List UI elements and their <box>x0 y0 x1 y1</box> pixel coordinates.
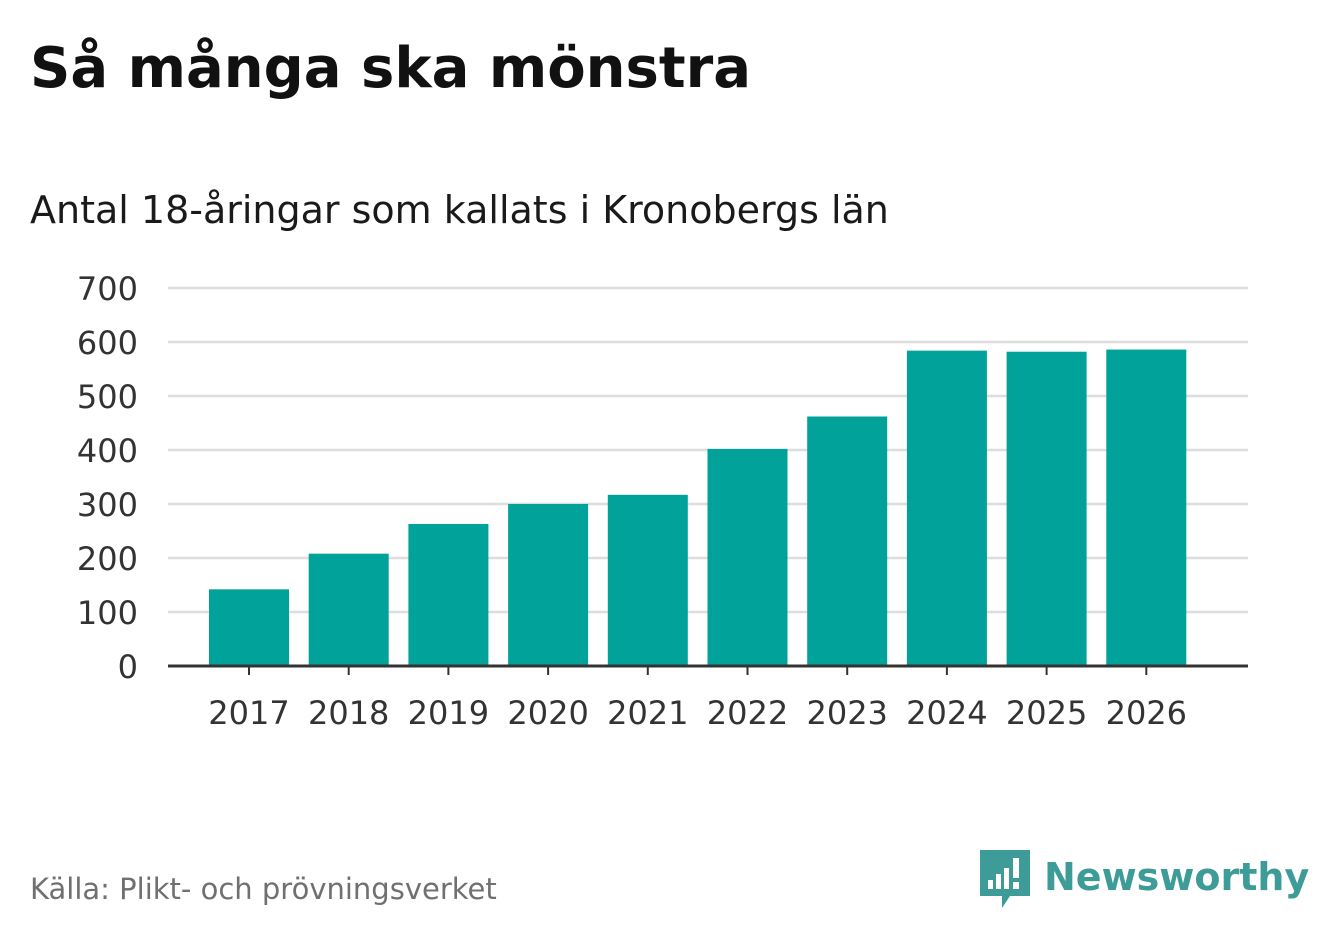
x-tick-label: 2024 <box>906 694 987 732</box>
brand-name: Newsworthy <box>1044 855 1310 899</box>
chart-subtitle: Antal 18-åringar som kallats i Kronoberg… <box>30 188 889 232</box>
bar-2025 <box>1006 351 1087 666</box>
y-axis-tick-labels: 0 100 200 300 400 500 600 700 <box>77 270 138 686</box>
x-tick-label: 2019 <box>408 694 489 732</box>
bars <box>209 349 1187 666</box>
x-tick-label: 2018 <box>308 694 389 732</box>
bar-2021 <box>607 494 688 666</box>
y-tick-label: 700 <box>77 270 138 308</box>
x-axis <box>168 664 1248 675</box>
y-tick-label: 100 <box>77 594 138 632</box>
y-tick-label: 600 <box>77 324 138 362</box>
bar-2023 <box>807 416 888 666</box>
brand-logo: Newsworthy <box>980 850 1309 912</box>
bar-2020 <box>508 504 589 666</box>
bar-2019 <box>408 523 489 666</box>
y-tick-label: 0 <box>118 648 138 686</box>
bar-2026 <box>1106 349 1187 666</box>
x-axis-tick-labels: 2017 2018 2019 2020 2021 2022 2023 2024 2025 2026 <box>208 694 1187 732</box>
y-tick-label: 400 <box>77 432 138 470</box>
source-note: Källa: Plikt- och prövningsverket <box>30 872 497 906</box>
chart-title: Så många ska mönstra <box>30 36 752 101</box>
y-tick-label: 500 <box>77 378 138 416</box>
x-tick-label: 2020 <box>507 694 588 732</box>
y-tick-label: 300 <box>77 486 138 524</box>
x-tick-label: 2025 <box>1006 694 1087 732</box>
newsworthy-logo-icon <box>980 850 1030 908</box>
bar-2024 <box>906 350 987 666</box>
bar-2022 <box>707 448 788 666</box>
x-tick-label: 2022 <box>707 694 788 732</box>
x-tick-label: 2017 <box>208 694 289 732</box>
x-tick-label: 2026 <box>1106 694 1187 732</box>
y-tick-label: 200 <box>77 540 138 578</box>
bar-2018 <box>308 553 389 666</box>
bar-2017 <box>209 589 289 666</box>
x-tick-label: 2023 <box>806 694 887 732</box>
x-tick-label: 2021 <box>607 694 688 732</box>
